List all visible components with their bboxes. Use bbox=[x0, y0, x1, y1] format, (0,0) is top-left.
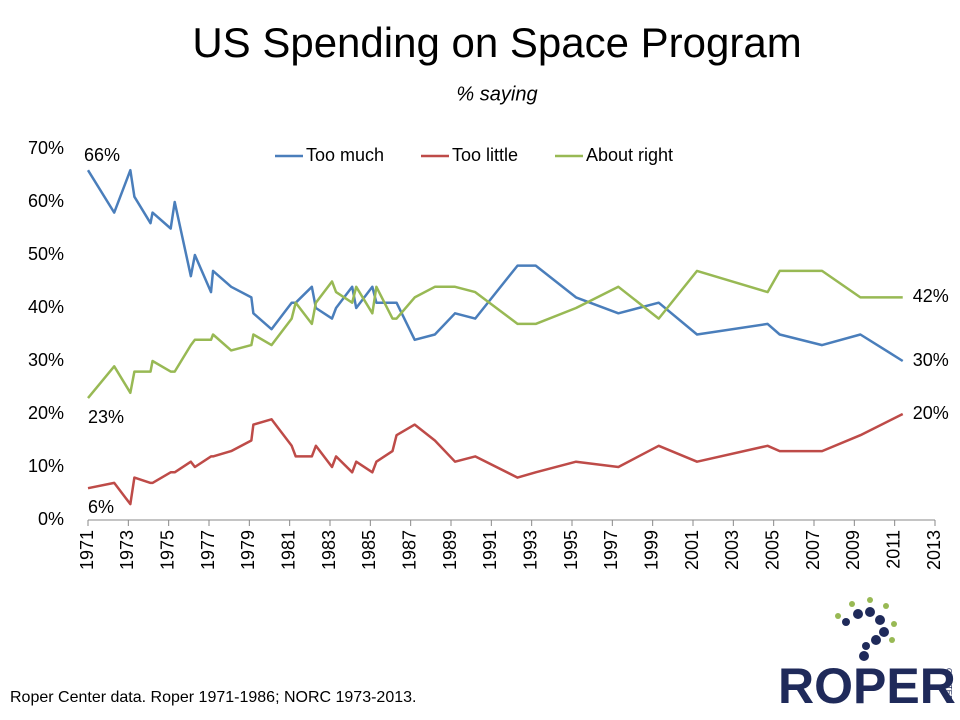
x-tick-label: 1975 bbox=[157, 530, 177, 570]
annotation: 6% bbox=[88, 497, 114, 517]
x-tick-label: 2011 bbox=[883, 530, 903, 569]
x-tick-label: 2009 bbox=[843, 530, 863, 570]
x-tick-label: 2001 bbox=[682, 530, 702, 570]
chart-title: US Spending on Space Program bbox=[192, 19, 801, 66]
x-tick-label: 1971 bbox=[77, 530, 97, 570]
x-tick-label: 1989 bbox=[440, 530, 460, 570]
annotation: 23% bbox=[88, 407, 124, 427]
legend-label: Too little bbox=[452, 145, 518, 165]
x-tick-label: 1987 bbox=[399, 530, 419, 570]
y-tick-label: 10% bbox=[28, 456, 64, 476]
chart-subtitle: % saying bbox=[456, 83, 537, 105]
x-tick-label: 2013 bbox=[924, 530, 944, 570]
x-tick-label: 2003 bbox=[722, 530, 742, 570]
x-tick-label: 1973 bbox=[117, 530, 137, 570]
footnote: Roper Center data. Roper 1971-1986; NORC… bbox=[10, 689, 416, 706]
x-tick-label: 2007 bbox=[803, 530, 823, 570]
y-tick-label: 60% bbox=[28, 191, 64, 211]
annotation: 66% bbox=[84, 145, 120, 165]
line bbox=[87, 269, 903, 399]
x-tick-label: 1983 bbox=[319, 530, 339, 570]
x-tick-label: 1995 bbox=[561, 530, 581, 570]
x-tick-label: 1999 bbox=[641, 530, 661, 570]
annotation: 20% bbox=[913, 403, 949, 423]
y-tick-label: 0% bbox=[38, 509, 64, 529]
y-tick-label: 30% bbox=[28, 350, 64, 370]
x-tick-label: 1985 bbox=[359, 530, 379, 570]
annotation: 42% bbox=[913, 286, 949, 306]
annotation: 30% bbox=[913, 350, 949, 370]
y-tick-label: 70% bbox=[28, 138, 64, 158]
y-tick-label: 50% bbox=[28, 244, 64, 264]
x-tick-label: 1991 bbox=[480, 530, 500, 570]
line bbox=[87, 412, 904, 506]
logo-sub: CENTER bbox=[944, 668, 953, 701]
x-tick-label: 1993 bbox=[520, 530, 540, 570]
line bbox=[86, 168, 904, 363]
y-tick-label: 40% bbox=[28, 297, 64, 317]
legend-label: About right bbox=[586, 145, 673, 165]
logo-name: ROPER bbox=[778, 658, 956, 714]
x-tick-label: 1979 bbox=[238, 530, 258, 570]
logo-dots bbox=[835, 597, 897, 661]
x-tick-label: 1997 bbox=[601, 530, 621, 570]
legend-label: Too much bbox=[306, 145, 384, 165]
x-tick-label: 1977 bbox=[198, 530, 218, 570]
y-tick-label: 20% bbox=[28, 403, 64, 423]
x-tick-label: 1981 bbox=[278, 530, 298, 570]
x-tick-label: 2005 bbox=[762, 530, 782, 570]
